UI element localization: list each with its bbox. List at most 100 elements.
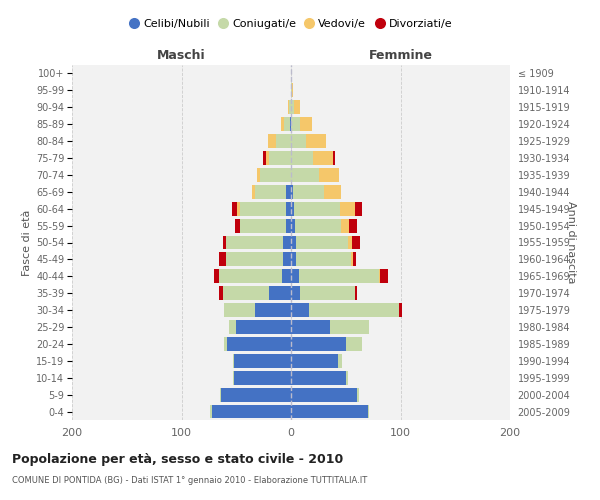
Bar [380,270,388,283]
Bar [235,218,239,232]
Bar [296,252,351,266]
Bar [291,252,296,266]
Bar [291,185,293,198]
Text: COMUNE DI PONTIDA (BG) - Dati ISTAT 1° gennaio 2010 - Elaborazione TUTTITALIA.IT: COMUNE DI PONTIDA (BG) - Dati ISTAT 1° g… [12,476,367,485]
Bar [219,270,282,283]
Bar [260,168,291,182]
Bar [296,236,348,250]
Y-axis label: Fasce di età: Fasce di età [22,210,32,276]
Bar [268,134,275,148]
Bar [291,84,292,98]
Bar [346,337,362,351]
Bar [340,202,355,215]
Bar [319,168,339,182]
Bar [210,404,212,418]
Bar [238,202,239,215]
Bar [232,202,238,215]
Bar [233,371,234,384]
Bar [275,134,291,148]
Bar [300,117,312,131]
Bar [341,218,349,232]
Bar [219,252,226,266]
Bar [239,202,286,215]
Bar [255,185,286,198]
Bar [266,151,269,165]
Bar [294,202,340,215]
Bar [223,286,269,300]
Bar [346,371,348,384]
Bar [291,388,356,402]
Bar [307,134,326,148]
Bar [291,202,294,215]
Bar [286,202,291,215]
Bar [291,151,313,165]
Bar [300,286,355,300]
Bar [281,117,284,131]
Bar [229,320,236,334]
Bar [293,185,324,198]
Bar [356,388,359,402]
Bar [291,337,346,351]
Bar [368,404,369,418]
Bar [291,117,300,131]
Bar [219,286,223,300]
Bar [214,270,219,283]
Bar [291,286,300,300]
Bar [379,270,380,283]
Bar [349,218,356,232]
Bar [234,354,291,368]
Bar [269,286,291,300]
Bar [283,236,291,250]
Bar [224,303,255,317]
Bar [283,252,291,266]
Bar [355,202,362,215]
Bar [223,236,226,250]
Bar [331,320,369,334]
Bar [269,151,291,165]
Bar [332,151,335,165]
Bar [338,354,343,368]
Legend: Celibi/Nubili, Coniugati/e, Vedovi/e, Divorziati/e: Celibi/Nubili, Coniugati/e, Vedovi/e, Di… [125,14,457,34]
Bar [353,252,356,266]
Bar [294,100,300,114]
Bar [291,303,308,317]
Bar [226,252,283,266]
Bar [291,404,368,418]
Bar [291,218,295,232]
Bar [239,218,286,232]
Bar [400,303,401,317]
Bar [251,185,255,198]
Bar [351,252,353,266]
Bar [284,117,290,131]
Bar [308,303,400,317]
Y-axis label: Anni di nascita: Anni di nascita [566,201,576,284]
Bar [291,168,319,182]
Bar [282,270,291,283]
Bar [348,236,352,250]
Bar [313,151,332,165]
Bar [291,371,346,384]
Bar [220,388,221,402]
Bar [291,270,299,283]
Bar [233,354,234,368]
Bar [224,337,227,351]
Bar [291,320,331,334]
Bar [212,404,291,418]
Bar [292,84,293,98]
Bar [324,185,341,198]
Bar [295,218,341,232]
Bar [286,185,291,198]
Text: Popolazione per età, sesso e stato civile - 2010: Popolazione per età, sesso e stato civil… [12,452,343,466]
Bar [234,371,291,384]
Bar [352,236,360,250]
Bar [257,168,260,182]
Bar [355,286,356,300]
Bar [291,100,294,114]
Bar [290,117,291,131]
Bar [289,100,291,114]
Bar [236,320,291,334]
Bar [227,337,291,351]
Bar [288,100,289,114]
Bar [221,388,291,402]
Bar [286,218,291,232]
